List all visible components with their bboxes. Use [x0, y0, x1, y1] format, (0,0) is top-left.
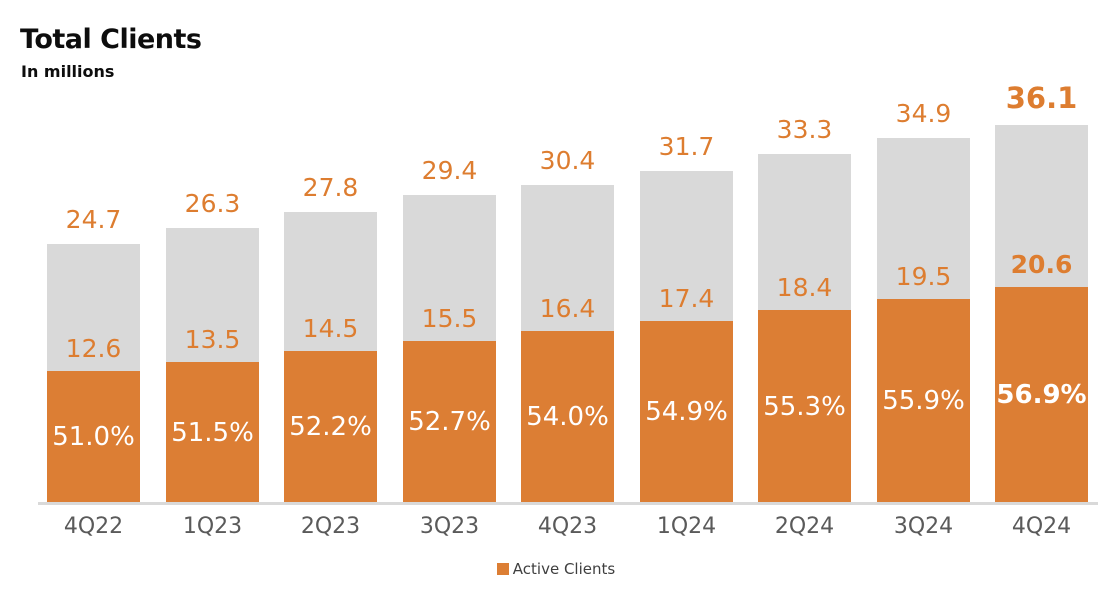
total-value-label: 27.8 [302, 173, 359, 202]
bar-group-2Q24: 33.3 18.4 55.3% [758, 94, 851, 503]
active-bar-segment: 51.0% [47, 371, 140, 503]
active-value-label: 15.5 [421, 304, 478, 333]
active-pct-label: 55.9% [882, 386, 965, 416]
total-value-label: 31.7 [658, 132, 715, 161]
legend-label: Active Clients [512, 560, 616, 578]
bar-group-4Q24: 36.1 20.6 56.9% [995, 65, 1088, 503]
bar-group-1Q23: 26.3 13.5 51.5% [166, 168, 259, 503]
x-tick-label-4Q23: 4Q23 [537, 514, 598, 539]
active-bar-segment: 55.9% [877, 299, 970, 503]
x-tick-label-3Q23: 3Q23 [419, 514, 480, 539]
active-value-label: 14.5 [302, 314, 359, 343]
active-bar-segment: 52.7% [403, 341, 496, 503]
active-pct-label: 52.7% [408, 407, 491, 437]
active-bar-segment: 55.3% [758, 310, 851, 503]
active-pct-label: 55.3% [763, 391, 846, 422]
active-pct-label: 52.2% [289, 412, 372, 442]
active-pct-label: 51.5% [171, 417, 254, 448]
total-value-label: 34.9 [895, 99, 952, 128]
active-value-label: 13.5 [184, 325, 241, 354]
active-value-label: 12.6 [65, 334, 122, 363]
x-tick-label-4Q22: 4Q22 [63, 514, 124, 539]
x-tick-label-3Q24: 3Q24 [893, 514, 954, 539]
active-value-label: 16.4 [539, 294, 596, 323]
active-pct-label: 54.9% [645, 397, 728, 427]
bar-group-1Q24: 31.7 17.4 54.9% [640, 111, 733, 503]
x-axis-line [38, 502, 1098, 505]
bar-group-2Q23: 27.8 14.5 52.2% [284, 152, 377, 503]
chart-title: Total Clients [20, 24, 202, 55]
x-tick-label-4Q24: 4Q24 [1011, 514, 1072, 539]
chart-subtitle: In millions [21, 62, 115, 81]
total-value-label: 30.4 [539, 146, 596, 175]
total-value-label: 36.1 [1005, 81, 1078, 115]
x-tick-label-1Q24: 1Q24 [656, 514, 717, 539]
active-pct-label: 56.9% [996, 380, 1087, 410]
plot-area: 24.7 12.6 51.0% 26.3 13.5 51.5% 27.8 14.5 52.2% 2… [38, 65, 1098, 505]
total-value-label: 24.7 [65, 205, 122, 234]
active-bar-segment: 54.9% [640, 321, 733, 503]
legend-swatch-active-clients [496, 563, 509, 575]
active-bar-segment: 52.2% [284, 351, 377, 503]
bar-group-3Q24: 34.9 19.5 55.9% [877, 78, 970, 503]
total-value-label: 26.3 [184, 189, 241, 218]
x-tick-label-1Q23: 1Q23 [182, 514, 243, 539]
active-bar-segment: 51.5% [166, 362, 259, 503]
total-value-label: 33.3 [776, 115, 833, 144]
x-tick-label-2Q23: 2Q23 [300, 514, 361, 539]
bar-group-4Q22: 24.7 12.6 51.0% [47, 184, 140, 503]
active-value-label: 18.4 [776, 273, 833, 302]
active-pct-label: 51.0% [52, 422, 135, 452]
active-pct-label: 54.0% [526, 402, 609, 432]
bar-group-3Q23: 29.4 15.5 52.7% [403, 135, 496, 503]
x-tick-label-2Q24: 2Q24 [774, 514, 835, 539]
active-value-label: 20.6 [1010, 250, 1073, 279]
active-bar-segment: 56.9% [995, 287, 1088, 503]
legend: Active Clients [0, 560, 1112, 578]
active-value-label: 17.4 [658, 284, 715, 313]
active-value-label: 19.5 [895, 262, 952, 291]
total-value-label: 29.4 [421, 156, 478, 185]
active-bar-segment: 54.0% [521, 331, 614, 503]
bar-group-4Q23: 30.4 16.4 54.0% [521, 125, 614, 503]
